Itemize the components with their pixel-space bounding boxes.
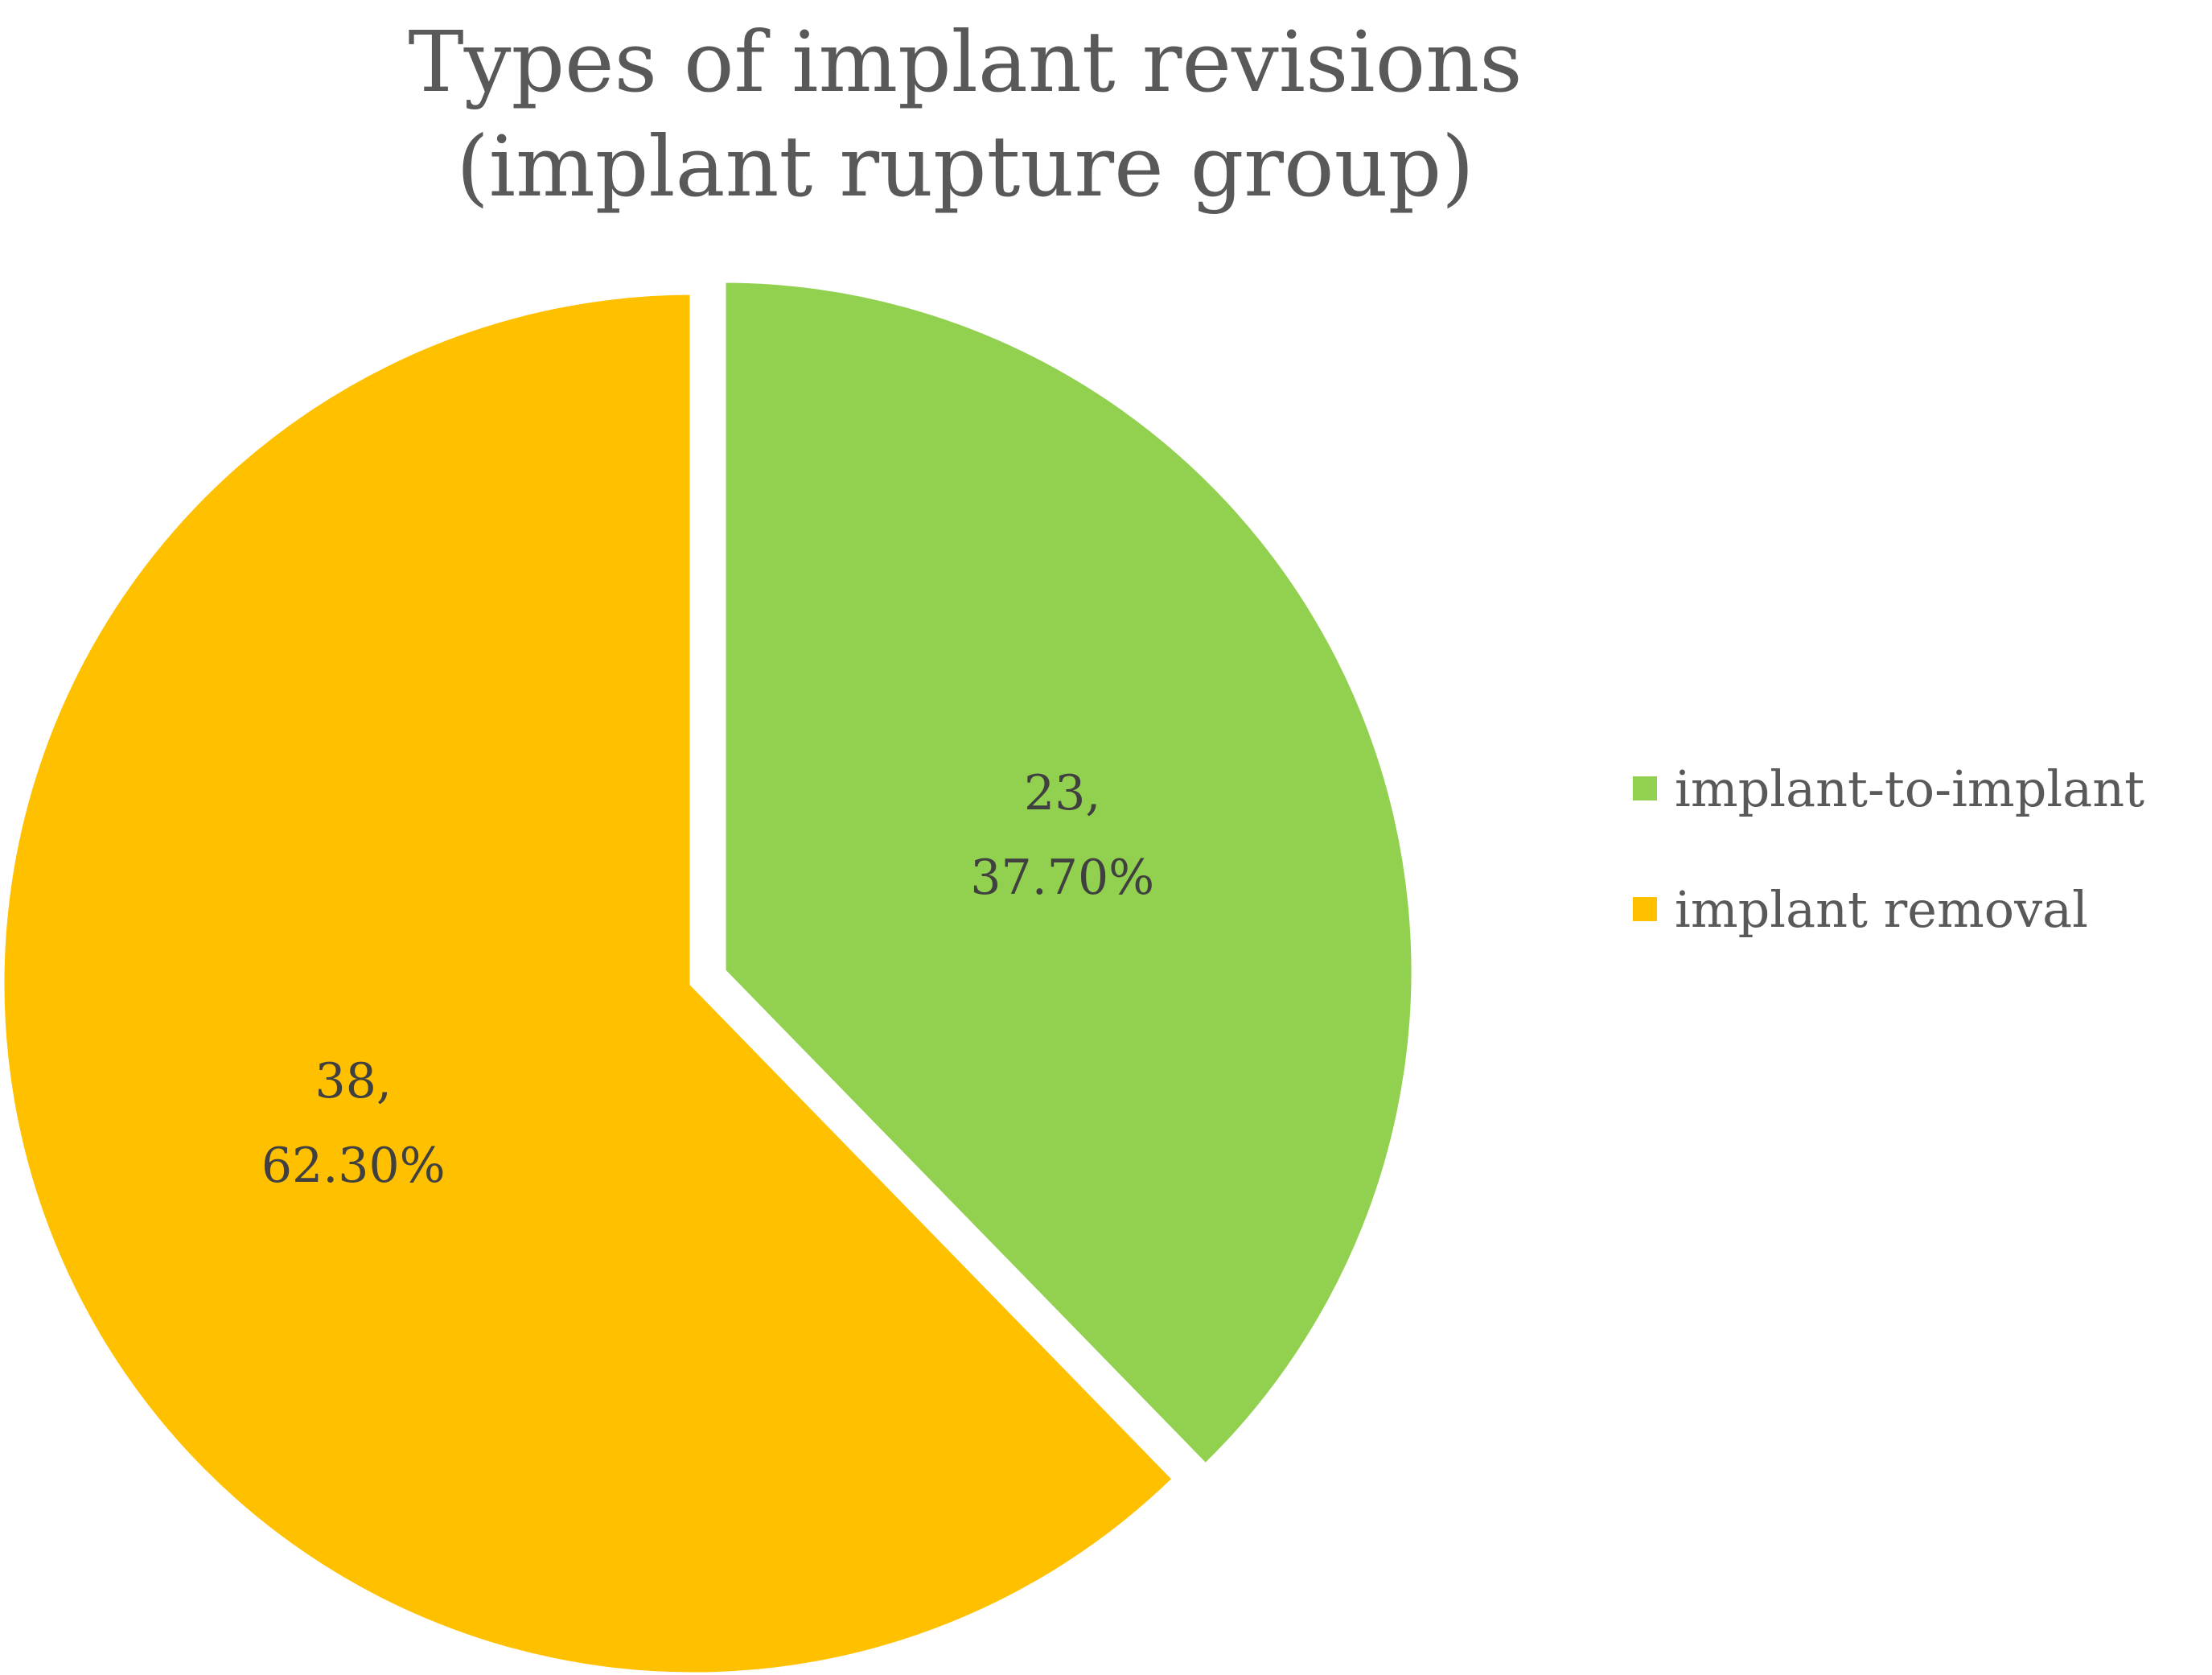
legend-item-implant-removal: implant removal: [1633, 879, 2144, 939]
legend-item-implant-to-implant: implant-to-implant: [1633, 759, 2145, 818]
legend-swatch-implant-to-implant: [1633, 776, 1657, 800]
data-label-implant-removal-percent: 62.30%: [261, 1138, 446, 1194]
chart-title: Types of implant revisions (implant rupt…: [0, 10, 1930, 219]
legend-label-implant-removal: implant removal: [1675, 879, 2088, 939]
legend-swatch-implant-removal: [1633, 897, 1657, 921]
legend: implant-to-implant implant removal: [1633, 759, 2145, 1002]
data-label-implant-to-implant-percent: 37.70%: [970, 850, 1154, 906]
chart-title-line-2: (implant rupture group): [456, 117, 1474, 216]
legend-label-implant-to-implant: implant-to-implant: [1675, 759, 2145, 818]
pie-slice-implant-removal: [0, 288, 1181, 1675]
chart-title-line-1: Types of implant revisions: [408, 13, 1523, 111]
data-label-implant-removal-value: 38,: [315, 1053, 392, 1109]
pie-slice-implant-to-implant: [719, 276, 1418, 1472]
data-label-implant-to-implant-value: 23,: [1024, 765, 1100, 821]
